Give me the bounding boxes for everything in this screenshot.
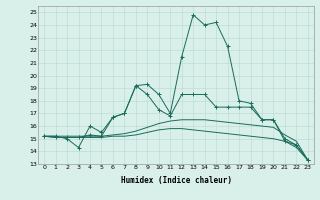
X-axis label: Humidex (Indice chaleur): Humidex (Indice chaleur) [121,176,231,185]
